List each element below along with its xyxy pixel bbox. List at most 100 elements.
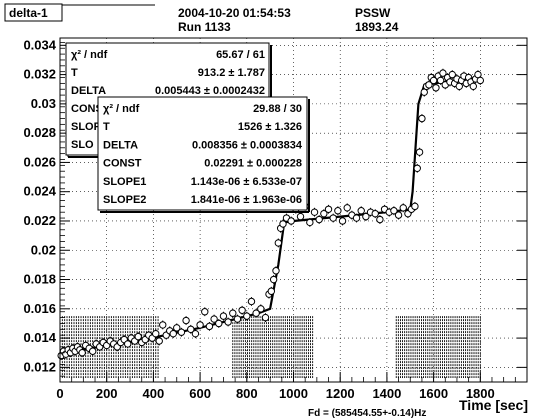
data-point <box>155 336 163 346</box>
fit-stats-front-frame <box>97 96 308 211</box>
data-point <box>219 311 228 321</box>
data-point <box>394 210 403 220</box>
data-point <box>399 203 407 213</box>
data-point <box>352 213 361 223</box>
data-point <box>173 323 181 333</box>
y-tick-label: 0.016 <box>23 301 56 316</box>
data-point <box>257 304 265 314</box>
data-point <box>215 319 223 328</box>
data-point <box>343 203 351 213</box>
tag-label: delta-1 <box>9 6 48 20</box>
label-overlay <box>59 316 481 378</box>
y-tick-label: 0.026 <box>23 154 56 169</box>
data-point <box>201 307 209 317</box>
fit-param-name: SLO <box>71 139 94 151</box>
data-point <box>224 317 232 327</box>
data-point <box>306 218 314 227</box>
data-point <box>362 212 370 221</box>
data-point <box>334 206 342 216</box>
data-point <box>261 313 270 322</box>
data-point <box>418 114 426 123</box>
data-point <box>436 76 445 85</box>
x-tick-label: 1400 <box>372 386 401 401</box>
data-point <box>439 68 447 78</box>
fit-stats-box-front: χ² / ndf 29.88 / 30 T 1526 ± 1.326 DELTA 0.00… <box>97 96 310 213</box>
y-tick-label: 0.03 <box>31 96 56 111</box>
data-point <box>415 147 424 157</box>
data-point <box>432 83 440 93</box>
fit-param-name: T <box>71 67 78 79</box>
data-point <box>134 332 142 342</box>
data-point <box>413 163 421 173</box>
y-tick-label: 0.02 <box>31 242 56 257</box>
data-point <box>187 324 195 334</box>
fd-label: Fd = (585454.55+-0.14)Hz <box>308 408 426 419</box>
fit-param-value: 1.841e-06 ± 1.963e-06 <box>191 194 302 206</box>
x-tick-label: 1000 <box>279 386 308 401</box>
y-tick-label: 0.022 <box>23 213 56 228</box>
data-point <box>274 238 283 248</box>
data-point <box>287 216 295 226</box>
data-point <box>229 308 237 318</box>
data-point <box>169 329 177 339</box>
data-point <box>124 339 132 349</box>
data-point <box>357 206 365 216</box>
data-point <box>320 209 328 219</box>
data-point <box>390 206 398 216</box>
data-point <box>152 329 160 339</box>
data-point <box>243 311 251 321</box>
fit-param-name: SLOPE2 <box>103 194 146 206</box>
data-point <box>182 316 190 325</box>
y-tick-label: 0.018 <box>23 272 56 287</box>
y-tick-label: 0.028 <box>23 125 56 140</box>
x-tick-label: 400 <box>143 386 165 401</box>
tag-box <box>4 3 63 22</box>
data-point <box>269 275 278 284</box>
x-tick-label: 1600 <box>419 386 448 401</box>
data-point <box>425 80 433 90</box>
data-point <box>252 308 260 318</box>
fit-param-name: T <box>103 121 110 133</box>
data-point <box>376 215 384 224</box>
fit-param-name: SLOP <box>71 121 101 133</box>
data-point <box>267 286 276 296</box>
fit-param-name: DELTA <box>103 139 138 151</box>
run-label: Run 1133 <box>178 20 231 34</box>
data-point <box>329 213 337 223</box>
system-value: 1893.24 <box>355 20 399 34</box>
data-point <box>191 329 200 339</box>
data-point <box>448 70 456 79</box>
y-tick-label: 0.034 <box>23 37 56 52</box>
data-point <box>455 81 463 91</box>
fit-param-name: DELTA <box>71 85 106 97</box>
data-point <box>279 219 287 229</box>
fit-param-name: CONS <box>71 103 103 115</box>
x-tick-label: 1200 <box>326 386 355 401</box>
data-point <box>296 212 305 221</box>
x-tick-label: 200 <box>96 386 118 401</box>
y-tick-label: 0.032 <box>23 67 56 82</box>
data-points-layer <box>57 68 484 361</box>
ticks-layer <box>59 41 528 383</box>
fit-param-value: 1526 ± 1.326 <box>238 121 302 133</box>
data-point <box>371 209 379 219</box>
x-tick-labels: 0 200 400 600 800 1000 1200 1400 1600 1800 <box>56 386 494 401</box>
y-tick-labels: 0.012 0.014 0.016 0.018 0.02 0.022 0.024 0.026 0… <box>23 37 56 374</box>
fit-param-value: 0.005443 ± 0.0002432 <box>155 85 265 97</box>
fit-param-name: χ² / ndf <box>71 49 108 61</box>
fit-param-value: 0.02291 ± 0.000228 <box>204 158 302 170</box>
data-point <box>338 216 347 226</box>
data-point <box>324 204 333 214</box>
datetime-label: 2004-10-20 01:54:53 <box>178 6 291 20</box>
data-point <box>247 297 256 306</box>
data-point <box>315 215 323 224</box>
data-point <box>476 76 484 85</box>
fit-param-name: SLOPE1 <box>103 176 146 188</box>
data-point <box>78 348 86 358</box>
data-point <box>196 320 204 330</box>
data-point <box>159 320 167 330</box>
data-point <box>310 207 319 217</box>
x-tick-label: 800 <box>236 386 258 401</box>
x-tick-label: 0 <box>56 386 63 401</box>
